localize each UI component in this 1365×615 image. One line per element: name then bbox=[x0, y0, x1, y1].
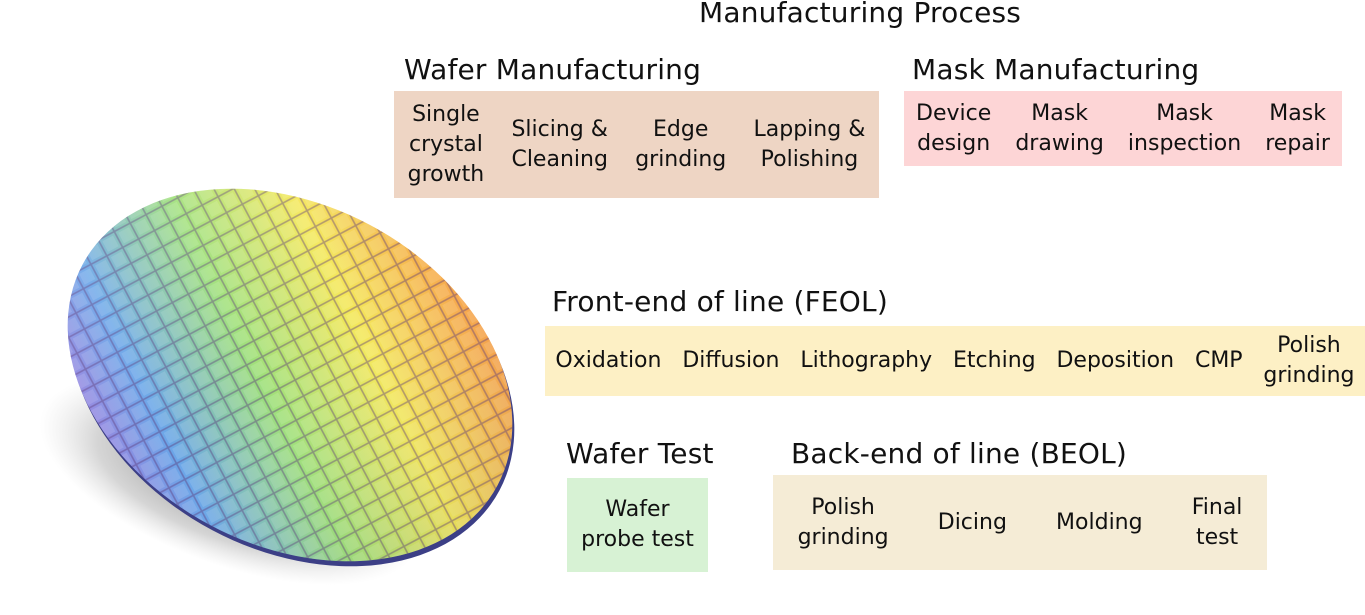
step-etching: Etching bbox=[953, 348, 1036, 373]
feol-box: Oxidation Diffusion Lithography Etching … bbox=[545, 326, 1365, 396]
feol-title: Front-end of line (FEOL) bbox=[552, 285, 888, 318]
step-dicing: Dicing bbox=[937, 509, 1007, 535]
beol-title: Back-end of line (BEOL) bbox=[791, 437, 1128, 470]
wafer-test-title: Wafer Test bbox=[566, 437, 714, 470]
step-molding: Molding bbox=[1056, 509, 1143, 535]
mask-manufacturing-title: Mask Manufacturing bbox=[912, 53, 1200, 86]
step-mask-inspection: Mask inspection bbox=[1127, 100, 1242, 156]
step-lithography: Lithography bbox=[800, 348, 933, 373]
step-wafer-probe-test: Wafer probe test bbox=[581, 497, 694, 552]
mask-manufacturing-box: Device design Mask drawing Mask inspecti… bbox=[904, 91, 1342, 166]
wafer-manufacturing-title: Wafer Manufacturing bbox=[404, 53, 702, 86]
wafer-manufacturing-box: Single crystal growth Slicing & Cleaning… bbox=[394, 91, 879, 198]
step-device-design: Device design bbox=[916, 100, 992, 156]
step-diffusion: Diffusion bbox=[682, 348, 780, 373]
beol-box: Polish grinding Dicing Molding Final tes… bbox=[773, 475, 1267, 570]
step-single-crystal-growth: Single crystal growth bbox=[407, 101, 485, 187]
step-slicing-cleaning: Slicing & Cleaning bbox=[511, 116, 608, 172]
step-oxidation: Oxidation bbox=[555, 348, 662, 373]
silicon-wafer-image bbox=[2, 170, 540, 590]
diagram-title: Manufacturing Process bbox=[699, 0, 1022, 29]
wafer-test-box: Wafer probe test bbox=[567, 478, 708, 572]
step-polish-grinding-beol: Polish grinding bbox=[797, 494, 889, 550]
step-lapping-polishing: Lapping & Polishing bbox=[753, 116, 866, 172]
step-polish-grinding-feol: Polish grinding bbox=[1263, 333, 1355, 388]
step-final-test: Final test bbox=[1191, 494, 1243, 550]
step-mask-repair: Mask repair bbox=[1265, 100, 1330, 156]
step-edge-grinding: Edge grinding bbox=[635, 116, 727, 172]
step-mask-drawing: Mask drawing bbox=[1015, 100, 1104, 156]
step-deposition: Deposition bbox=[1056, 348, 1175, 373]
step-cmp: CMP bbox=[1194, 348, 1243, 373]
